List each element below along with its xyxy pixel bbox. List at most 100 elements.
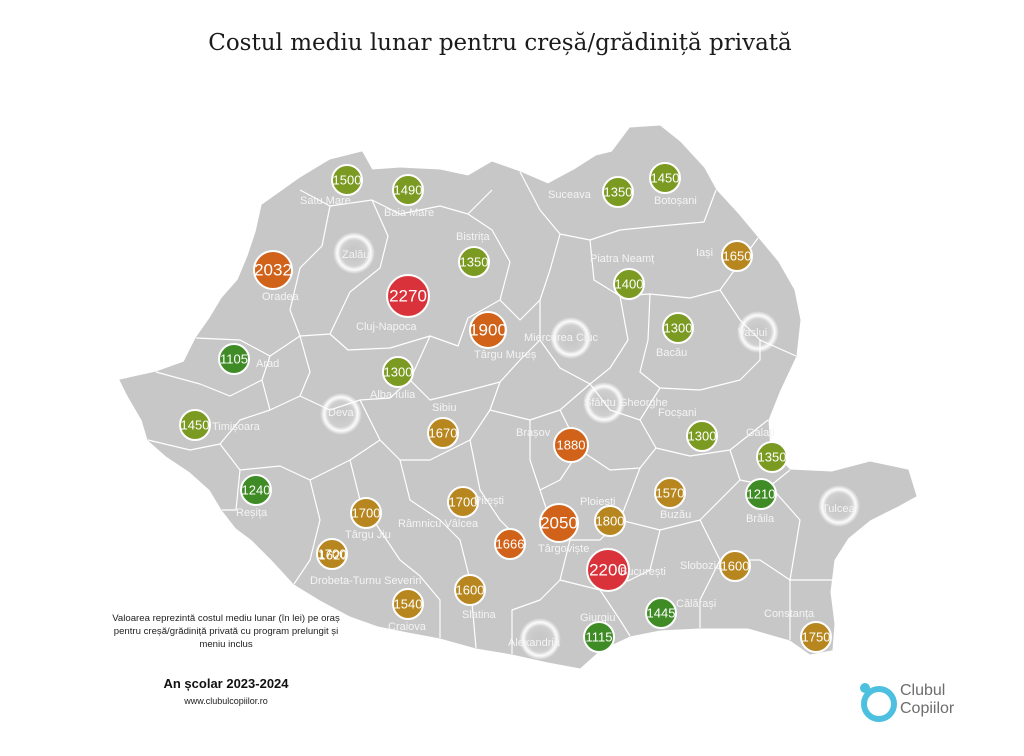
cost-badge [594,505,626,537]
cost-value: 1600 [721,559,750,574]
cost-badge [454,574,486,606]
city-marker-deva: Deva [320,393,362,435]
city-no-data-glow [320,393,362,435]
city-marker-buzau: 1570 Buzău [654,477,691,521]
city-name: Călărași [676,598,716,610]
city-marker-targu-mures: 1900 Târgu Mureș [469,311,537,361]
city-marker-satu-mare: 1500 Satu Mare [300,164,363,207]
city-marker-ploiesti: 1800 Ploiești [580,496,626,537]
city-marker-slatina: 1600 Slatina [454,574,497,621]
cost-badge [583,621,615,653]
city-name: Alexandria [508,637,561,649]
city-marker-sibiu: 1670 Sibiu [427,402,459,449]
city-no-data-glow [818,485,860,527]
cost-value: 1650 [723,249,752,264]
city-marker-constanta: 1750 Constanța [764,608,832,653]
cost-value: 2270 [389,287,427,306]
city-name: Târgu Mureș [474,349,537,361]
cost-value: 1350 [758,450,787,465]
website-link[interactable]: www.clubulcopiilor.ro [184,696,268,706]
city-name: Iași [696,247,713,259]
city-name: Miercurea Ciuc [524,332,598,344]
city-name: Craiova [388,621,427,633]
cost-value: 1800 [596,514,625,529]
city-no-data-glow [550,317,592,359]
city-name: Baia Mare [384,207,434,219]
cost-value: 1240 [242,483,271,498]
cost-badge [218,343,250,375]
school-year: An școlar 2023-2024 [163,676,289,691]
city-name: Deva [328,407,355,419]
cost-badge [179,409,211,441]
county-borders [147,171,832,654]
city-name: Zalău [342,249,370,261]
logo-line-1: Clubul [900,682,946,699]
city-name: Bistrița [456,231,491,243]
city-marker-targoviste: 2050 Târgoviște [538,503,589,555]
city-marker-baia-mare: 1490 Baia Mare [384,174,434,219]
clubul-copiilor-logo: Clubul Copiilor [858,680,988,726]
cost-value: 1450 [181,418,210,433]
cost-value: 2032 [254,261,292,280]
city-name: Focșani [658,407,697,419]
cost-badge [316,538,348,570]
city-marker-piatra-neamt: 1400 Piatra Neamț [590,253,654,300]
city-name: Satu Mare [300,195,351,207]
city-marker-galati: 1350 Galați [746,427,788,473]
cost-badge [654,477,686,509]
city-name: Alba Iulia [370,389,416,401]
city-marker-timisoara: 1450 Timișoara [179,409,261,441]
cost-value: 1880 [557,438,586,453]
city-name: Tulcea [822,503,855,515]
cost-badge [745,478,777,510]
cost-value: 1700 [449,495,478,510]
cost-value: 1666 [496,537,525,552]
cost-value: 1300 [664,321,693,336]
city-name: Buzău [660,509,691,521]
city-name: Galați [746,427,775,439]
cost-value: 1105 [220,352,248,367]
city-marker-resita: 1240 Reșița [236,474,272,519]
city-marker-focsani: 1300 Focșani [658,407,718,452]
cost-value: 1350 [604,185,633,200]
cost-badge [469,311,507,349]
city-name: Slobozia [680,560,723,572]
cost-value: 1300 [384,365,413,380]
city-marker-craiova: 1540 Craiova [388,588,427,633]
city-name: Reșița [236,507,268,519]
city-no-data-glow [333,232,375,274]
city-marker-bistrita: 1350 Bistrița [456,231,491,278]
cost-badge [602,176,634,208]
city-marker-bacau: 1300 Bacău [656,312,694,359]
cost-badge [553,427,589,463]
city-name: Râmnicu Vâlcea [398,518,479,530]
legend-note: Valoarea reprezintă costul mediu lunar (… [112,613,340,650]
city-name: Sfântu Gheorghe [584,397,668,409]
cost-badge [386,274,430,318]
city-marker-cluj-napoca: 2270 Cluj-Napoca [356,274,430,333]
cost-value: 1350 [460,255,489,270]
city-marker: 1666 [494,528,526,560]
cost-value: 1210 [747,487,776,502]
city-marker-alexandria: Alexandria [508,618,561,660]
romania-outline [119,125,917,669]
cost-value: 1670 [429,426,458,441]
city-marker-sfantu-gheorghe: Sfântu Gheorghe [583,382,668,424]
cost-badge [382,356,414,388]
cost-badge [719,550,751,582]
city-marker-braila: 1210 Brăila [745,478,777,525]
city-name: Giurgiu [580,612,615,624]
cost-badge [392,588,424,620]
cost-badge [494,528,526,560]
city-name: Arad [256,358,279,370]
cost-value: 1500 [333,173,362,188]
cost-value: 2050 [540,514,578,533]
cost-value: 1300 [688,429,717,444]
city-marker-targu-jiu: 1700 Târgu Jiu [316,529,391,570]
cost-badge [253,250,293,290]
